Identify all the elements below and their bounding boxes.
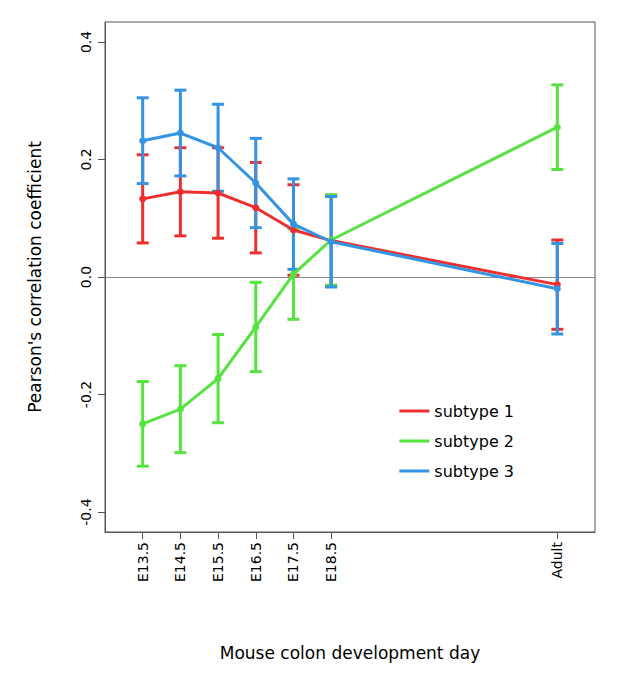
svg-text:E15.5: E15.5 xyxy=(210,542,226,582)
svg-text:Adult: Adult xyxy=(549,542,565,579)
svg-text:subtype 1: subtype 1 xyxy=(434,402,514,421)
svg-text:0.0: 0.0 xyxy=(78,266,94,288)
svg-text:E13.5: E13.5 xyxy=(135,542,151,582)
svg-text:E14.5: E14.5 xyxy=(172,542,188,582)
svg-text:subtype 3: subtype 3 xyxy=(434,462,514,481)
svg-text:0.4: 0.4 xyxy=(78,31,94,53)
svg-text:-0.2: -0.2 xyxy=(78,381,94,408)
svg-text:-0.4: -0.4 xyxy=(78,498,94,525)
svg-text:Mouse colon development day: Mouse colon development day xyxy=(220,643,480,663)
svg-text:subtype 2: subtype 2 xyxy=(434,432,514,451)
svg-text:Pearson's correlation coeffici: Pearson's correlation coefficient xyxy=(25,141,45,413)
svg-text:E17.5: E17.5 xyxy=(285,542,301,582)
svg-text:0.2: 0.2 xyxy=(78,148,94,170)
svg-text:E18.5: E18.5 xyxy=(323,542,339,582)
svg-text:E16.5: E16.5 xyxy=(248,542,264,582)
